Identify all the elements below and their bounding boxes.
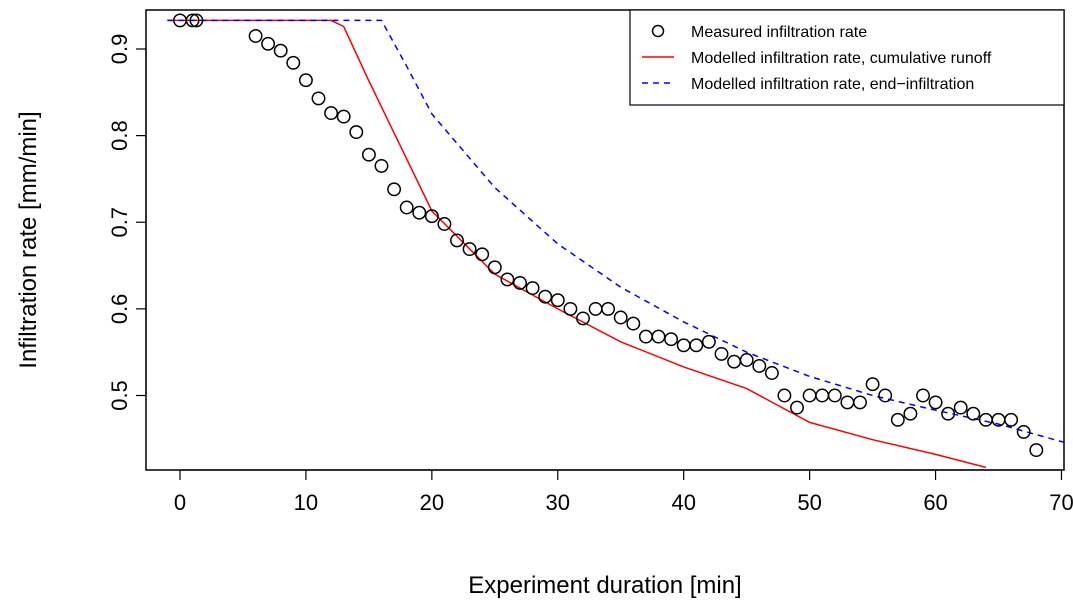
data-point <box>462 242 477 257</box>
data-point <box>1029 443 1044 458</box>
data-point <box>890 412 905 427</box>
data-point <box>273 43 288 58</box>
data-point <box>626 316 641 331</box>
data-point <box>374 158 389 173</box>
data-point <box>613 310 628 325</box>
data-point <box>525 281 540 296</box>
y-tick-label: 0.8 <box>107 120 132 151</box>
data-point <box>500 272 515 287</box>
data-point <box>588 301 603 316</box>
legend-label: Modelled infiltration rate, end−infiltra… <box>691 76 974 93</box>
data-point <box>853 395 867 410</box>
data-point <box>550 293 565 308</box>
x-axis: 0 10 20 30 40 50 60 70 <box>174 469 1073 515</box>
data-point <box>664 332 679 347</box>
x-tick-label: 20 <box>420 490 444 515</box>
data-point <box>361 147 376 162</box>
x-tick-label: 50 <box>797 490 821 515</box>
data-point <box>752 359 767 373</box>
y-axis-title: Infiltration rate [mm/min] <box>15 111 42 368</box>
data-point <box>815 388 830 403</box>
data-point <box>802 388 817 403</box>
data-point <box>475 247 490 262</box>
data-point <box>261 36 276 51</box>
data-point <box>387 182 402 197</box>
data-point <box>399 200 414 215</box>
data-point <box>978 412 993 427</box>
x-tick-label: 0 <box>174 490 186 515</box>
data-point <box>916 388 930 403</box>
data-point <box>651 329 666 344</box>
x-tick-label: 60 <box>923 490 947 515</box>
data-point <box>865 377 880 392</box>
data-point <box>412 205 427 220</box>
x-axis-title: Experiment duration [min] <box>468 572 741 599</box>
x-tick-label: 30 <box>546 490 570 515</box>
y-tick-label: 0.9 <box>107 34 132 65</box>
legend-label: Measured infiltration rate <box>691 24 867 41</box>
series-line-2 <box>167 19 1064 444</box>
data-point <box>286 55 301 70</box>
data-point <box>248 29 263 43</box>
data-point <box>840 395 855 410</box>
data-point <box>424 209 439 224</box>
legend: Measured infiltration rate Modelled infil… <box>629 9 1065 106</box>
data-point <box>601 301 616 316</box>
data-point <box>538 289 553 304</box>
legend-box <box>629 9 1065 106</box>
data-point <box>928 395 943 410</box>
y-tick-label: 0.6 <box>107 294 132 325</box>
data-point <box>437 217 452 231</box>
data-point <box>764 366 779 380</box>
x-tick-label: 40 <box>671 490 695 515</box>
data-point <box>563 301 578 316</box>
data-point <box>1016 424 1031 439</box>
x-tick-label: 70 <box>1049 490 1073 515</box>
data-point <box>189 13 204 28</box>
data-point <box>487 260 502 275</box>
data-point <box>324 106 339 121</box>
data-point <box>1004 412 1019 427</box>
data-point <box>311 91 326 106</box>
series-lines <box>167 19 1064 469</box>
y-tick-label: 0.7 <box>107 207 132 238</box>
data-point <box>777 388 792 403</box>
data-point <box>953 400 968 415</box>
legend-label: Modelled infiltration rate, cumulative r… <box>691 50 992 67</box>
data-point <box>336 109 351 124</box>
data-point <box>739 353 754 367</box>
data-point <box>714 346 729 361</box>
x-tick-label: 10 <box>294 490 318 515</box>
data-point <box>790 400 804 415</box>
legend-swatch <box>651 24 665 38</box>
data-point <box>727 354 742 369</box>
y-tick-label: 0.5 <box>107 380 132 411</box>
series-points <box>173 13 1044 458</box>
data-point <box>513 275 527 290</box>
data-point <box>450 233 464 248</box>
data-point <box>676 338 691 353</box>
data-point <box>701 334 716 349</box>
data-point <box>298 73 313 88</box>
data-point <box>349 125 364 140</box>
data-point <box>903 406 918 421</box>
data-point <box>689 338 704 353</box>
y-axis: 0.5 0.6 0.7 0.8 0.9 <box>107 34 147 411</box>
data-point <box>638 329 653 344</box>
data-point <box>576 311 590 326</box>
data-point <box>827 388 842 403</box>
data-point <box>878 388 893 403</box>
series-line-1 <box>167 19 987 469</box>
data-point <box>966 406 981 421</box>
data-point <box>941 406 956 421</box>
data-point <box>185 13 200 28</box>
